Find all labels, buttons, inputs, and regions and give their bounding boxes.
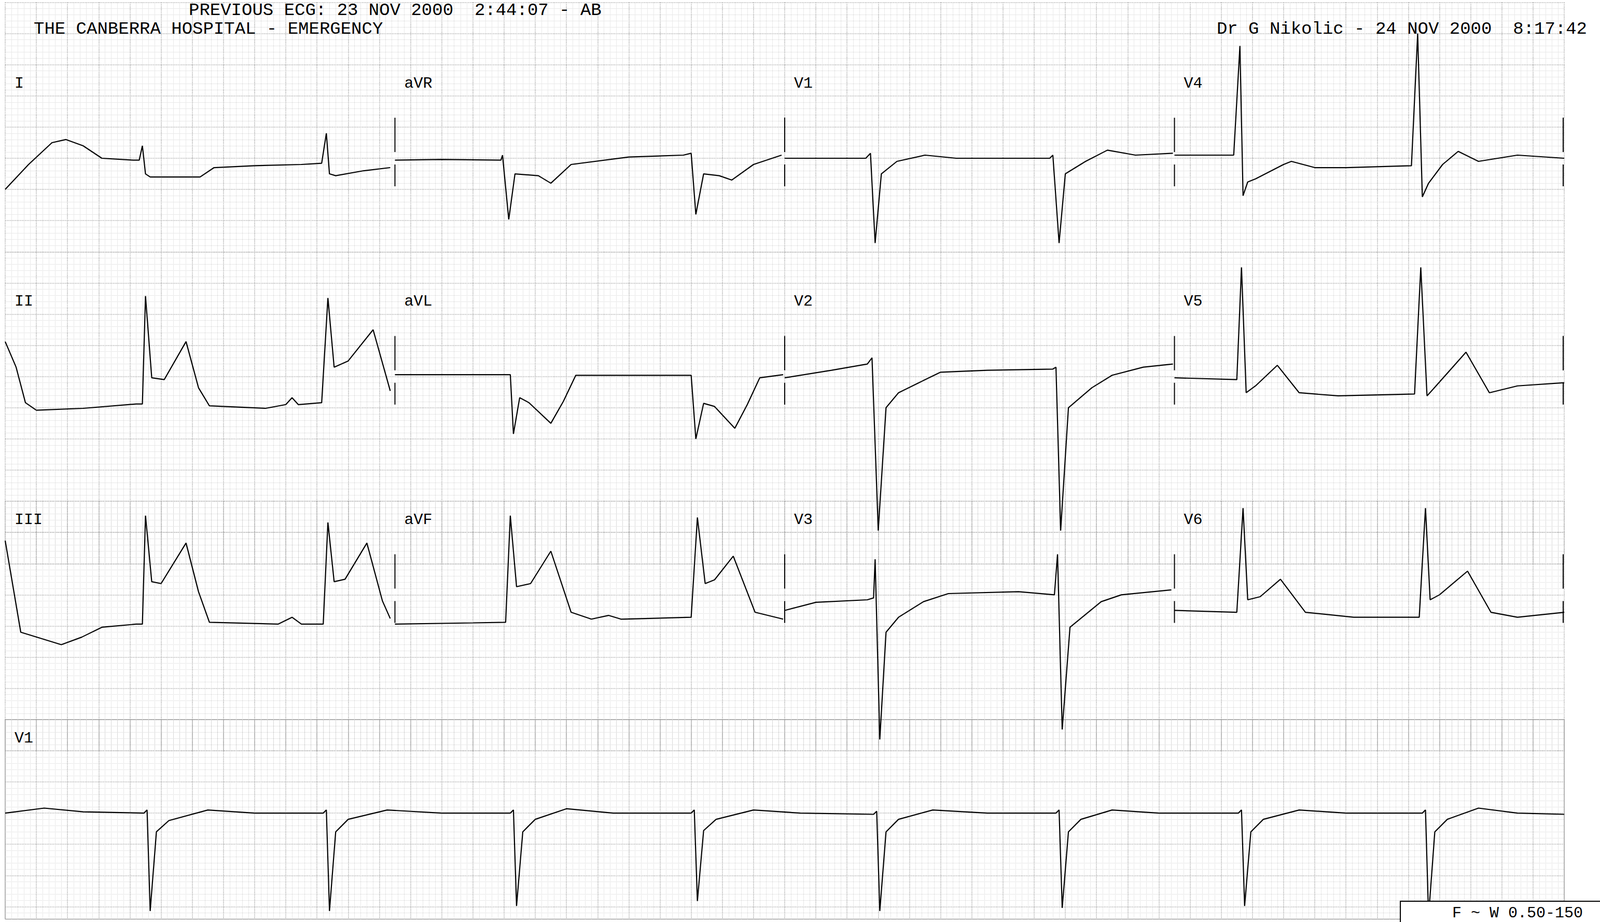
svg-text:V3: V3 bbox=[794, 510, 813, 529]
svg-text:V1: V1 bbox=[14, 729, 34, 747]
svg-text:THE CANBERRA HOSPITAL - EMERGE: THE CANBERRA HOSPITAL - EMERGENCY bbox=[33, 19, 383, 39]
svg-text:V5: V5 bbox=[1184, 292, 1203, 311]
svg-text:III: III bbox=[14, 510, 43, 529]
svg-text:Dr G Nikolic - 24 NOV 2000 8:: Dr G Nikolic - 24 NOV 2000 8:17:42 bbox=[1216, 19, 1588, 39]
svg-text:aVF: aVF bbox=[404, 510, 433, 529]
svg-text:aVL: aVL bbox=[404, 292, 433, 311]
svg-text:V1: V1 bbox=[794, 74, 813, 93]
svg-text:V2: V2 bbox=[794, 292, 813, 311]
svg-text:F ~ W 0.50-150: F ~ W 0.50-150 bbox=[1452, 903, 1583, 922]
svg-text:I: I bbox=[14, 74, 24, 93]
svg-text:II: II bbox=[14, 292, 34, 311]
svg-text:PREVIOUS ECG: 23 NOV 2000 2:4: PREVIOUS ECG: 23 NOV 2000 2:44:07 - AB bbox=[188, 0, 602, 21]
svg-text:V6: V6 bbox=[1184, 510, 1203, 529]
svg-text:aVR: aVR bbox=[404, 74, 433, 93]
svg-text:V4: V4 bbox=[1184, 74, 1203, 93]
